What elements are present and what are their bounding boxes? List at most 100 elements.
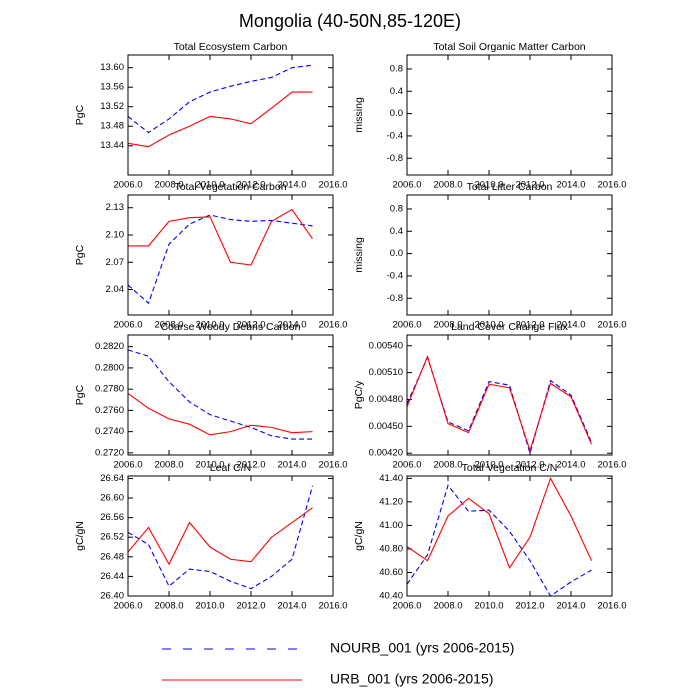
series-line — [127, 91, 313, 148]
x-tick-label: 2006.0 — [392, 460, 421, 471]
y-tick-label: 40.40 — [379, 591, 403, 602]
y-tick-label: 41.40 — [379, 473, 403, 484]
y-tick-label: 0.0 — [390, 108, 403, 119]
x-tick-label: 2016.0 — [597, 460, 626, 471]
y-tick-label: -0.8 — [387, 293, 403, 304]
plot-frame — [406, 334, 613, 456]
y-tick-label: 0.2720 — [95, 447, 124, 458]
y-tick-label: 40.80 — [379, 543, 403, 554]
series-line — [406, 354, 593, 453]
y-axis-label: gC/gN — [353, 521, 365, 551]
x-tick-label: 2006.0 — [113, 601, 142, 612]
y-tick-label: 2.13 — [106, 202, 125, 213]
series-line — [406, 476, 592, 569]
y-tick-label: 26.60 — [100, 493, 124, 504]
x-tick-label: 2008.0 — [154, 180, 183, 191]
x-tick-label: 2006.0 — [392, 320, 421, 331]
x-tick-label: 2010.0 — [195, 320, 224, 331]
figure-title: Mongolia (40-50N,85-120E) — [239, 11, 461, 31]
y-tick-label: 13.52 — [100, 101, 124, 112]
y-axis-label: PgC — [74, 104, 86, 125]
x-tick-label: 2016.0 — [597, 601, 626, 612]
y-tick-label: 0.8 — [390, 63, 403, 74]
x-tick-label: 2014.0 — [277, 601, 306, 612]
plot-frame — [406, 475, 613, 597]
y-tick-label: 0.4 — [390, 86, 403, 97]
y-tick-label: 13.44 — [100, 140, 124, 151]
x-tick-label: 2016.0 — [597, 320, 626, 331]
x-tick-label: 2014.0 — [556, 601, 585, 612]
y-tick-label: 26.64 — [100, 473, 124, 484]
y-axis-label: gC/gN — [74, 521, 86, 551]
plot-frame — [127, 194, 334, 316]
x-tick-label: 2010.0 — [474, 601, 503, 612]
plot-frame — [127, 475, 334, 597]
y-tick-label: 0.2760 — [95, 405, 124, 416]
x-tick-label: 2010.0 — [195, 460, 224, 471]
x-tick-label: 2016.0 — [318, 180, 347, 191]
y-tick-label: 0.4 — [390, 226, 403, 237]
x-tick-label: 2014.0 — [277, 180, 306, 191]
y-axis-label: PgC/y — [353, 380, 365, 409]
y-tick-label: 0.2800 — [95, 362, 124, 373]
panel-title: Total Vegetation Carbon — [174, 181, 286, 193]
x-tick-label: 2006.0 — [392, 180, 421, 191]
y-tick-label: 0.0 — [390, 248, 403, 259]
x-tick-label: 2008.0 — [154, 460, 183, 471]
legend-label: URB_001 (yrs 2006-2015) — [330, 671, 493, 687]
x-tick-label: 2016.0 — [318, 601, 347, 612]
x-tick-label: 2008.0 — [433, 320, 462, 331]
series-line — [406, 484, 592, 597]
y-tick-label: -0.4 — [387, 270, 403, 281]
y-tick-label: 0.2740 — [95, 426, 124, 437]
y-tick-label: 0.00420 — [369, 448, 403, 459]
series-line — [127, 64, 313, 134]
plot-frame — [127, 334, 334, 456]
x-tick-label: 2010.0 — [474, 320, 503, 331]
x-tick-label: 2012.0 — [515, 320, 544, 331]
y-tick-label: 0.2820 — [95, 341, 124, 352]
x-tick-label: 2010.0 — [474, 180, 503, 191]
plot-frame — [406, 54, 613, 176]
x-tick-label: 2010.0 — [195, 180, 224, 191]
x-tick-label: 2008.0 — [433, 460, 462, 471]
x-tick-label: 2006.0 — [392, 601, 421, 612]
x-tick-label: 2014.0 — [277, 320, 306, 331]
y-tick-label: 40.60 — [379, 567, 403, 578]
y-tick-label: 26.56 — [100, 512, 124, 523]
x-tick-label: 2012.0 — [515, 180, 544, 191]
x-tick-label: 2014.0 — [556, 460, 585, 471]
x-tick-label: 2006.0 — [113, 180, 142, 191]
panel-title: Total Vegetation C/N — [462, 462, 558, 474]
y-tick-label: 2.10 — [106, 230, 125, 241]
x-tick-label: 2016.0 — [318, 320, 347, 331]
x-tick-label: 2008.0 — [154, 320, 183, 331]
series-line — [127, 392, 313, 436]
y-tick-label: 26.44 — [100, 571, 124, 582]
y-tick-label: 0.00450 — [369, 421, 403, 432]
x-tick-label: 2012.0 — [236, 601, 265, 612]
panel-title: Land Cover Change Flux — [451, 321, 568, 333]
series-line — [127, 349, 313, 440]
y-tick-label: 13.48 — [100, 121, 124, 132]
series-line — [127, 214, 313, 305]
y-tick-label: 26.40 — [100, 591, 124, 602]
y-tick-label: 0.2780 — [95, 384, 124, 395]
series-line — [127, 485, 314, 590]
x-tick-label: 2014.0 — [277, 460, 306, 471]
x-tick-label: 2012.0 — [515, 601, 544, 612]
y-tick-label: 2.07 — [106, 257, 125, 268]
y-tick-label: 0.00540 — [369, 340, 403, 351]
legend-label: NOURB_001 (yrs 2006-2015) — [330, 640, 514, 656]
y-tick-label: 26.52 — [100, 532, 124, 543]
x-tick-label: 2006.0 — [113, 320, 142, 331]
x-tick-label: 2012.0 — [236, 460, 265, 471]
y-tick-label: -0.8 — [387, 153, 403, 164]
y-tick-label: 13.60 — [100, 62, 124, 73]
y-tick-label: 41.20 — [379, 496, 403, 507]
x-tick-label: 2012.0 — [236, 180, 265, 191]
panel-title: Total Ecosystem Carbon — [174, 41, 288, 53]
y-tick-label: 0.00480 — [369, 394, 403, 405]
series-line — [128, 208, 313, 266]
